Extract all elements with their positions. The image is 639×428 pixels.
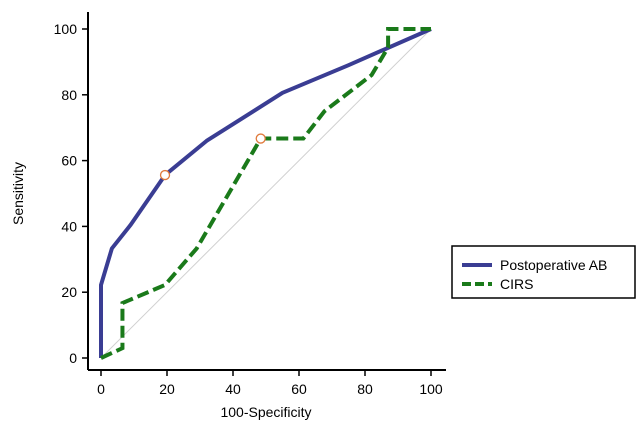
- x-tick-label: 100: [419, 381, 443, 397]
- y-tick-label: 20: [61, 284, 77, 300]
- y-ticks: 0 20 40 60 80 100: [54, 21, 88, 366]
- x-tick-label: 80: [357, 381, 373, 397]
- y-tick-label: 80: [61, 87, 77, 103]
- plot-area: [99, 27, 432, 360]
- x-ticks: 0 20 40 60 80 100: [97, 370, 443, 397]
- y-tick-label: 100: [54, 21, 78, 37]
- legend: Postoperative AB CIRS: [451, 245, 636, 299]
- legend-box: [451, 245, 636, 299]
- legend-label-cirs: CIRS: [500, 276, 533, 292]
- y-tick-label: 60: [61, 153, 77, 169]
- x-tick-label: 0: [97, 381, 105, 397]
- legend-label-postoperative-ab: Postoperative AB: [500, 257, 607, 273]
- x-axis-title: 100-Specificity: [220, 404, 311, 420]
- series-line-cirs: [100, 27, 431, 360]
- y-tick-label: 0: [69, 350, 77, 366]
- y-axis-title: Sensitivity: [10, 162, 26, 225]
- x-tick-label: 40: [225, 381, 241, 397]
- y-tick-label: 40: [61, 218, 77, 234]
- cutoff-marker-cirs: [255, 133, 266, 144]
- x-tick-label: 20: [159, 381, 175, 397]
- axes: 0 20 40 60 80 100 0 20 40 60 80 100 100-Specificit…: [10, 12, 446, 420]
- reference-diagonal: [100, 28, 432, 359]
- x-tick-label: 60: [291, 381, 307, 397]
- cutoff-marker-postoperative-ab: [159, 169, 171, 181]
